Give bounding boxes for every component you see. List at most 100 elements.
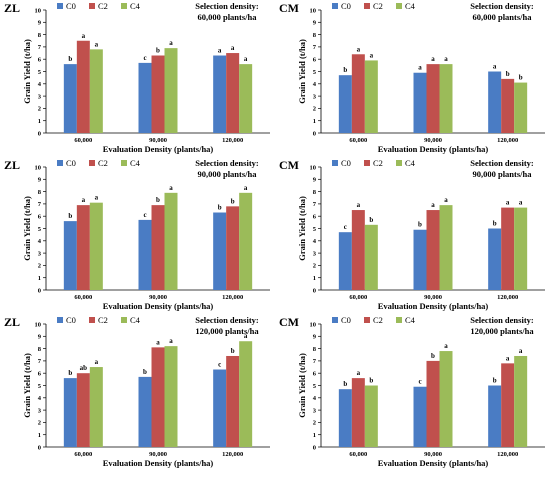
significance-label: a — [506, 354, 510, 362]
significance-label: a — [244, 184, 248, 192]
significance-label: a — [169, 337, 173, 345]
legend-swatch — [121, 3, 127, 9]
significance-label: b — [493, 220, 497, 228]
selection-density-value: 90,000 plants/ha — [197, 169, 257, 179]
y-tick-label: 9 — [38, 177, 42, 184]
legend-swatch — [57, 160, 63, 166]
legend-swatch — [89, 160, 95, 166]
bar-c2 — [351, 54, 365, 133]
bar-c0 — [338, 75, 352, 133]
x-tick-label: 90,000 — [424, 294, 442, 301]
y-axis-title: Grain Yield (t/ha) — [22, 353, 32, 418]
x-axis-title: Evaluation Density (plants/ha) — [103, 144, 214, 154]
x-tick-label: 60,000 — [74, 294, 92, 301]
bar-c4 — [364, 60, 378, 133]
bar-c4 — [164, 192, 178, 290]
y-tick-label: 10 — [310, 7, 317, 14]
selection-density-title: Selection density: — [470, 315, 534, 325]
y-tick-label: 10 — [310, 321, 317, 328]
significance-label: a — [506, 199, 510, 207]
y-tick-label: 8 — [313, 32, 317, 39]
y-tick-label: 5 — [38, 383, 42, 390]
legend-label: C0 — [341, 158, 351, 168]
significance-label: a — [95, 358, 99, 366]
bar-c0 — [413, 229, 427, 290]
panel-site-label: ZL — [4, 315, 20, 329]
y-tick-label: 4 — [313, 238, 317, 245]
bar-c0 — [138, 62, 152, 133]
bar-c0 — [63, 221, 77, 290]
bar-c0 — [338, 232, 352, 290]
bar-c4 — [164, 346, 178, 447]
significance-label: ab — [80, 364, 88, 372]
y-tick-label: 4 — [38, 395, 42, 402]
selection-density-value: 90,000 plants/ha — [472, 169, 532, 179]
x-tick-label: 120,000 — [497, 137, 518, 144]
significance-label: a — [519, 347, 523, 355]
legend-label: C2 — [373, 315, 383, 325]
chart-panel-5: 0 1 2 3 4 5 6 7 8 9 10 Grain Yield (t/ha) Evaluation… — [4, 315, 270, 468]
significance-label: a — [357, 45, 361, 53]
y-tick-label: 7 — [38, 201, 42, 208]
legend-label: C2 — [373, 1, 383, 11]
bar-c2 — [351, 378, 365, 447]
y-tick-label: 8 — [313, 189, 317, 196]
bar-c0 — [63, 64, 77, 133]
selection-density-title: Selection density: — [195, 315, 259, 325]
x-tick-label: 120,000 — [497, 294, 518, 301]
bar-c2 — [426, 210, 440, 290]
legend-swatch — [332, 317, 338, 323]
bar-c4 — [364, 385, 378, 447]
panel-site-label: ZL — [4, 1, 20, 15]
x-tick-label: 120,000 — [222, 451, 243, 458]
x-axis-title: Evaluation Density (plants/ha) — [378, 301, 489, 311]
significance-label: b — [231, 347, 235, 355]
significance-label: a — [82, 196, 86, 204]
y-tick-label: 7 — [313, 44, 317, 51]
significance-label: a — [357, 369, 361, 377]
y-tick-label: 7 — [38, 358, 42, 365]
y-tick-label: 6 — [313, 371, 317, 378]
y-tick-label: 1 — [313, 432, 316, 439]
bar-c2 — [151, 205, 165, 290]
bar-c4 — [514, 82, 528, 133]
legend-swatch — [396, 317, 402, 323]
y-tick-label: 5 — [313, 383, 317, 390]
selection-density-title: Selection density: — [470, 158, 534, 168]
significance-label: a — [218, 47, 222, 55]
panel-site-label: CM — [279, 315, 299, 329]
legend-label: C0 — [341, 315, 351, 325]
significance-label: a — [244, 332, 248, 340]
bar-c2 — [501, 207, 515, 290]
y-tick-label: 6 — [38, 57, 42, 64]
y-tick-label: 5 — [313, 69, 317, 76]
x-tick-label: 90,000 — [424, 451, 442, 458]
significance-label: b — [218, 204, 222, 212]
y-tick-label: 0 — [313, 444, 316, 451]
selection-density-value: 120,000 plants/ha — [470, 326, 534, 336]
x-tick-label: 90,000 — [149, 294, 167, 301]
bar-c4 — [89, 367, 103, 447]
legend-label: C0 — [66, 315, 76, 325]
x-axis-title: Evaluation Density (plants/ha) — [103, 301, 214, 311]
y-tick-label: 0 — [313, 130, 316, 137]
y-tick-label: 3 — [38, 250, 42, 257]
selection-density-value: 60,000 plants/ha — [472, 12, 532, 22]
x-axis-title: Evaluation Density (plants/ha) — [103, 458, 214, 468]
bar-c0 — [63, 378, 77, 447]
legend-swatch — [89, 317, 95, 323]
bar-c2 — [76, 40, 90, 133]
y-tick-label: 9 — [38, 334, 42, 341]
y-tick-label: 8 — [38, 346, 42, 353]
bar-c2 — [226, 206, 240, 290]
bar-c4 — [439, 64, 453, 133]
significance-label: a — [95, 40, 99, 48]
y-tick-label: 1 — [38, 432, 41, 439]
y-tick-label: 10 — [35, 321, 42, 328]
y-tick-label: 0 — [38, 130, 41, 137]
bar-c2 — [426, 360, 440, 447]
significance-label: c — [143, 211, 146, 219]
y-tick-label: 3 — [38, 407, 42, 414]
y-tick-label: 1 — [313, 118, 316, 125]
bar-c2 — [76, 373, 90, 447]
